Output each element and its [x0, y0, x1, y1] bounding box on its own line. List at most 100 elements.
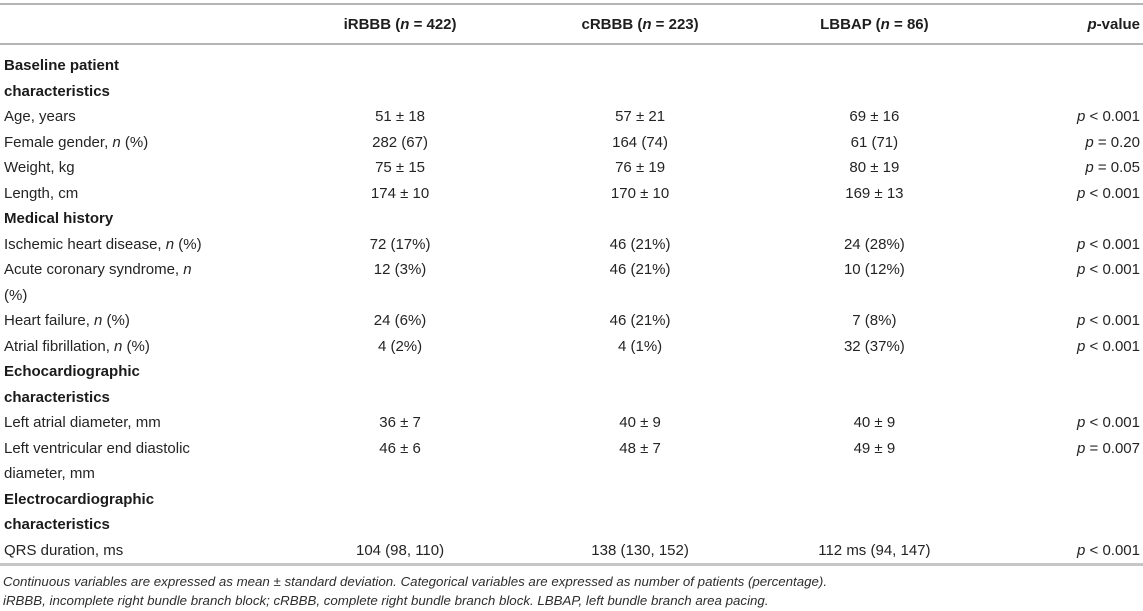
section-header-row: Echocardiographic characteristics: [0, 359, 1143, 410]
empty-cell: [279, 359, 521, 410]
section-header-row: Medical history: [0, 206, 1143, 232]
value-cell: 169 ± 13: [845, 184, 904, 202]
empty-cell: [521, 487, 759, 538]
value-cell: 7 (8%): [852, 312, 897, 329]
empty-cell: [990, 487, 1143, 538]
value-cell: 138 (130, 152): [591, 541, 689, 559]
value-cell: 80 ± 19: [849, 159, 900, 176]
empty-cell: [279, 44, 521, 104]
header-p-value: p-value: [1087, 15, 1140, 33]
table-row: Weight, kg 75 ± 15 76 ± 19 80 ± 19 p = 0…: [0, 155, 1143, 181]
p-value-cell: p < 0.001: [1077, 261, 1140, 278]
empty-cell: [759, 44, 990, 104]
header-lbbap: LBBAP (n = 86): [820, 15, 929, 33]
table-row: Left atrial diameter, mm 36 ± 7 40 ± 9 4…: [0, 410, 1143, 436]
p-value-cell: p = 0.20: [1085, 133, 1140, 151]
value-cell: 170 ± 10: [610, 184, 670, 202]
p-value-cell: p < 0.001: [1077, 235, 1140, 253]
patient-characteristics-table: iRBBB (n = 422) cRBBB (n = 223) LBBAP (n…: [0, 3, 1143, 566]
table-row: Age, years 51 ± 18 57 ± 21 69 ± 16 p < 0…: [0, 104, 1143, 130]
value-cell: 112 ms (94, 147): [818, 541, 931, 559]
section-header-cell: Echocardiographic characteristics: [4, 363, 140, 406]
p-value-cell: p = 0.007: [1077, 439, 1140, 457]
row-label-cell: Ischemic heart disease, n (%): [4, 235, 202, 253]
section-header-cell: Electrocardiographic characteristics: [4, 490, 155, 534]
value-cell: 24 (28%): [843, 235, 905, 253]
value-cell: 174 ± 10: [370, 184, 430, 202]
value-cell: 4 (2%): [377, 337, 423, 355]
value-cell: 46 (21%): [609, 235, 671, 253]
value-cell: 12 (3%): [373, 261, 427, 278]
empty-cell: [990, 44, 1143, 104]
value-cell: 49 ± 9: [853, 439, 896, 457]
value-cell: 46 (21%): [609, 312, 671, 329]
empty-cell: [990, 359, 1143, 410]
section-header-row: Electrocardiographic characteristics: [0, 487, 1143, 538]
table-header-row: iRBBB (n = 422) cRBBB (n = 223) LBBAP (n…: [0, 4, 1143, 44]
row-label-cell: Length, cm: [4, 184, 79, 202]
value-cell: 51 ± 18: [375, 108, 426, 125]
value-cell: 76 ± 19: [615, 159, 666, 176]
value-cell: 75 ± 15: [375, 159, 426, 176]
table-row: Length, cm 174 ± 10 170 ± 10 169 ± 13 p …: [0, 181, 1143, 207]
table-row: Ischemic heart disease, n (%) 72 (17%) 4…: [0, 232, 1143, 258]
row-label-cell: QRS duration, ms: [4, 541, 124, 559]
section-header-cell: Medical history: [4, 210, 114, 227]
p-value-cell: p < 0.001: [1077, 541, 1140, 559]
table-row: Heart failure, n (%) 24 (6%) 46 (21%) 7 …: [0, 308, 1143, 334]
empty-cell: [759, 359, 990, 410]
row-label-cell: Atrial fibrillation, n (%): [4, 337, 150, 355]
empty-cell: [521, 359, 759, 410]
empty-cell: [990, 206, 1143, 232]
empty-cell: [759, 487, 990, 538]
p-value-cell: p < 0.001: [1077, 312, 1140, 329]
table-row: Left ventricular end diastolic diameter,…: [0, 436, 1143, 487]
header-empty-cell: [0, 4, 279, 44]
value-cell: 104 (98, 110): [355, 541, 445, 559]
row-label-cell: Acute coronary syndrome, n (%): [4, 261, 192, 304]
table-row: Acute coronary syndrome, n (%) 12 (3%) 4…: [0, 257, 1143, 308]
empty-cell: [759, 206, 990, 232]
value-cell: 48 ± 7: [619, 439, 661, 457]
table-row: Female gender, n (%) 282 (67) 164 (74) 6…: [0, 130, 1143, 156]
p-value-cell: p < 0.001: [1077, 414, 1140, 431]
value-cell: 40 ± 9: [853, 414, 896, 431]
value-cell: 57 ± 21: [615, 108, 666, 125]
value-cell: 46 ± 6: [379, 439, 421, 457]
table-row: QRS duration, ms 104 (98, 110) 138 (130,…: [0, 538, 1143, 565]
row-label-cell: Female gender, n (%): [4, 133, 149, 151]
footnote-line: Continuous variables are expressed as me…: [3, 574, 828, 589]
value-cell: 164 (74): [612, 133, 668, 151]
value-cell: 32 (37%): [843, 337, 905, 355]
header-irbbb: iRBBB (n = 422): [343, 15, 457, 33]
row-label-cell: Left ventricular end diastolic diameter,…: [4, 439, 190, 483]
value-cell: 61 (71): [850, 133, 899, 151]
value-cell: 36 ± 7: [379, 414, 421, 431]
header-crbbb: cRBBB (n = 223): [581, 15, 699, 33]
value-cell: 72 (17%): [369, 235, 431, 253]
value-cell: 10 (12%): [843, 261, 905, 278]
table-row: Atrial fibrillation, n (%) 4 (2%) 4 (1%)…: [0, 334, 1143, 360]
value-cell: 4 (1%): [617, 337, 663, 355]
p-value-cell: p < 0.001: [1077, 337, 1140, 355]
row-label-cell: Left atrial diameter, mm: [4, 414, 161, 431]
section-header-row: Baseline patient characteristics: [0, 44, 1143, 104]
p-value-cell: p < 0.001: [1077, 108, 1140, 125]
row-label-cell: Heart failure, n (%): [4, 312, 130, 329]
p-value-cell: p < 0.001: [1077, 184, 1140, 202]
p-value-cell: p = 0.05: [1085, 159, 1140, 176]
table-footnotes: Continuous variables are expressed as me…: [0, 572, 1143, 610]
row-label-cell: Age, years: [4, 108, 76, 125]
empty-cell: [521, 44, 759, 104]
empty-cell: [279, 206, 521, 232]
value-cell: 24 (6%): [373, 312, 427, 329]
empty-cell: [521, 206, 759, 232]
value-cell: 40 ± 9: [619, 414, 661, 431]
value-cell: 282 (67): [372, 133, 428, 151]
footnote-line: iRBBB, incomplete right bundle branch bl…: [3, 593, 769, 608]
value-cell: 46 (21%): [609, 261, 671, 278]
row-label-cell: Weight, kg: [4, 159, 75, 176]
section-header-cell: Baseline patient characteristics: [4, 57, 120, 100]
empty-cell: [279, 487, 521, 538]
